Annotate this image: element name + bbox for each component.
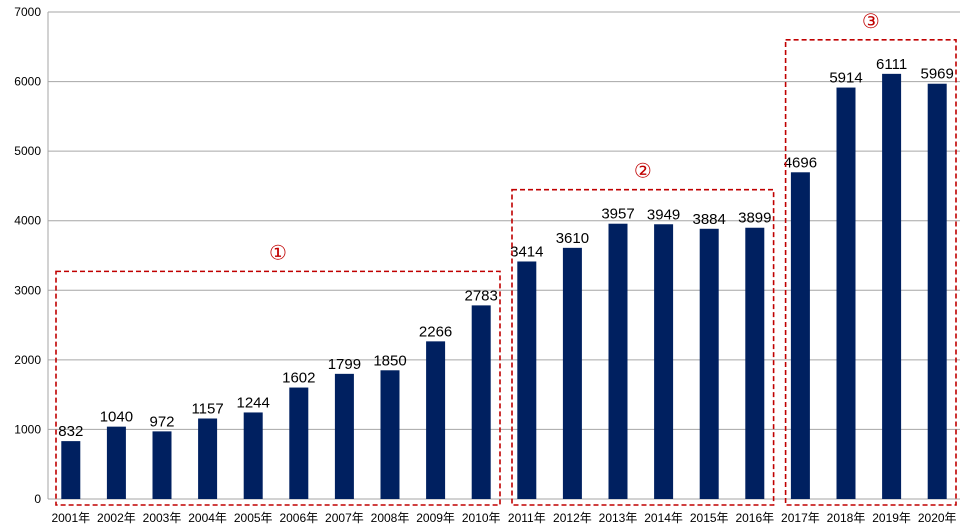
bar bbox=[61, 441, 81, 499]
group-label: ① bbox=[269, 240, 287, 264]
bar bbox=[699, 228, 719, 499]
y-axis-ticks: 0 1000 2000 3000 4000 5000 6000 7000 bbox=[14, 5, 41, 506]
data-label: 1799 bbox=[328, 356, 361, 373]
y-tick-label: 4000 bbox=[14, 214, 41, 228]
group-label: ③ bbox=[862, 9, 880, 33]
x-tick-label: 2010年 bbox=[462, 511, 501, 525]
x-tick-label: 2020年 bbox=[918, 511, 957, 525]
x-tick-label: 2014年 bbox=[644, 511, 683, 525]
data-label: 3949 bbox=[647, 206, 680, 223]
data-label: 972 bbox=[149, 413, 174, 430]
grid-layer bbox=[47, 11, 960, 500]
x-tick-label: 2004年 bbox=[188, 511, 227, 525]
bar bbox=[836, 87, 856, 500]
y-tick-label: 0 bbox=[34, 492, 41, 506]
x-tick-label: 2006年 bbox=[279, 511, 318, 525]
data-label: 3414 bbox=[510, 243, 543, 260]
x-tick-label: 2012年 bbox=[553, 511, 592, 525]
bar bbox=[426, 341, 446, 499]
data-label: 1850 bbox=[373, 352, 406, 369]
x-tick-label: 2001年 bbox=[51, 511, 90, 525]
bar bbox=[562, 247, 582, 499]
data-label: 5969 bbox=[921, 66, 954, 83]
data-label: 3899 bbox=[738, 210, 771, 227]
data-label: 1244 bbox=[237, 394, 270, 411]
bar bbox=[745, 227, 765, 499]
bar bbox=[882, 73, 902, 499]
data-label: 1602 bbox=[282, 370, 315, 387]
x-tick-label: 2017年 bbox=[781, 511, 820, 525]
x-tick-label: 2009年 bbox=[416, 511, 455, 525]
data-label: 832 bbox=[58, 423, 83, 440]
x-tick-label: 2003年 bbox=[143, 511, 182, 525]
x-tick-label: 2002年 bbox=[97, 511, 136, 525]
bar bbox=[608, 223, 628, 499]
x-tick-label: 2005年 bbox=[234, 511, 273, 525]
x-tick-label: 2015年 bbox=[690, 511, 729, 525]
data-label: 4696 bbox=[784, 154, 817, 171]
x-tick-label: 2019年 bbox=[872, 511, 911, 525]
bar bbox=[198, 418, 218, 499]
y-tick-label: 2000 bbox=[14, 353, 41, 367]
x-tick-label: 2011年 bbox=[508, 511, 546, 525]
bars bbox=[61, 73, 947, 500]
group-annotations: ① ② ③ bbox=[55, 9, 957, 506]
group-label: ② bbox=[634, 159, 652, 183]
bar bbox=[106, 426, 126, 499]
bar bbox=[334, 373, 354, 499]
group-box bbox=[511, 188, 775, 506]
x-axis-ticks: 2001年 2002年 2003年 2004年 2005年 2006年 2007年 2008年… bbox=[51, 511, 956, 525]
data-label: 3957 bbox=[601, 206, 634, 223]
data-label: 6111 bbox=[876, 56, 907, 73]
bar bbox=[243, 412, 263, 499]
bar bbox=[471, 305, 491, 499]
bar bbox=[289, 387, 309, 499]
data-label: 1157 bbox=[191, 401, 223, 418]
data-labels: 832 1040 972 1157 1244 1602 1799 1850 2266 2783 34… bbox=[58, 56, 954, 440]
x-tick-label: 2018年 bbox=[827, 511, 866, 525]
y-tick-label: 5000 bbox=[14, 144, 41, 158]
data-label: 3884 bbox=[693, 211, 726, 228]
bar bbox=[380, 370, 400, 499]
bar bbox=[517, 261, 537, 499]
y-tick-label: 1000 bbox=[14, 422, 41, 436]
y-tick-label: 7000 bbox=[14, 5, 41, 19]
bar bbox=[790, 172, 810, 499]
group-box bbox=[784, 39, 957, 506]
group-box bbox=[55, 270, 501, 506]
x-tick-label: 2013年 bbox=[599, 511, 638, 525]
data-label: 2783 bbox=[465, 287, 498, 304]
data-label: 5914 bbox=[829, 70, 862, 87]
bar bbox=[654, 224, 674, 499]
data-label: 3610 bbox=[556, 230, 589, 247]
x-tick-label: 2008年 bbox=[371, 511, 410, 525]
bar bbox=[152, 431, 172, 499]
x-tick-label: 2007年 bbox=[325, 511, 364, 525]
data-label: 2266 bbox=[419, 323, 452, 340]
bar bbox=[927, 83, 947, 499]
y-tick-label: 6000 bbox=[14, 75, 41, 89]
y-tick-label: 3000 bbox=[14, 283, 41, 297]
x-tick-label: 2016年 bbox=[735, 511, 774, 525]
data-label: 1040 bbox=[100, 409, 133, 426]
